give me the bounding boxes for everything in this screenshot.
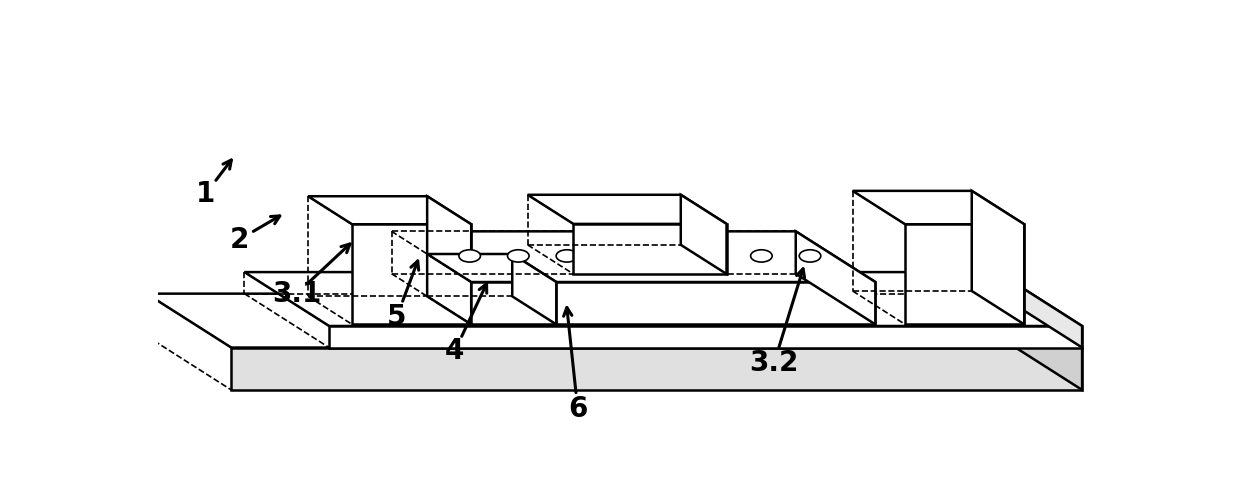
Polygon shape <box>352 224 471 324</box>
Text: 3.2: 3.2 <box>749 349 799 377</box>
Text: 4: 4 <box>445 338 464 366</box>
Ellipse shape <box>750 250 773 262</box>
Polygon shape <box>853 191 1024 224</box>
Polygon shape <box>471 282 557 324</box>
Ellipse shape <box>507 250 529 262</box>
Polygon shape <box>573 224 727 274</box>
Ellipse shape <box>702 250 724 262</box>
Polygon shape <box>997 294 1083 390</box>
Ellipse shape <box>557 250 578 262</box>
Polygon shape <box>392 231 875 282</box>
Polygon shape <box>528 195 727 224</box>
Polygon shape <box>905 224 1024 324</box>
Polygon shape <box>427 254 557 282</box>
Polygon shape <box>427 196 471 324</box>
Polygon shape <box>146 294 1083 347</box>
Ellipse shape <box>459 250 480 262</box>
Ellipse shape <box>605 250 626 262</box>
Ellipse shape <box>800 250 821 262</box>
Polygon shape <box>329 326 1083 347</box>
Text: 5: 5 <box>387 303 407 331</box>
Polygon shape <box>972 191 1024 324</box>
Polygon shape <box>681 195 727 274</box>
Polygon shape <box>471 282 875 324</box>
Text: 1: 1 <box>196 179 216 208</box>
Ellipse shape <box>653 250 675 262</box>
Text: 2: 2 <box>229 226 249 254</box>
Polygon shape <box>231 347 1083 390</box>
Polygon shape <box>308 196 471 224</box>
Polygon shape <box>512 254 557 324</box>
Polygon shape <box>997 272 1083 347</box>
Text: 3.1: 3.1 <box>272 280 321 308</box>
Polygon shape <box>796 231 875 324</box>
Text: 6: 6 <box>568 395 588 423</box>
Polygon shape <box>244 272 1083 326</box>
